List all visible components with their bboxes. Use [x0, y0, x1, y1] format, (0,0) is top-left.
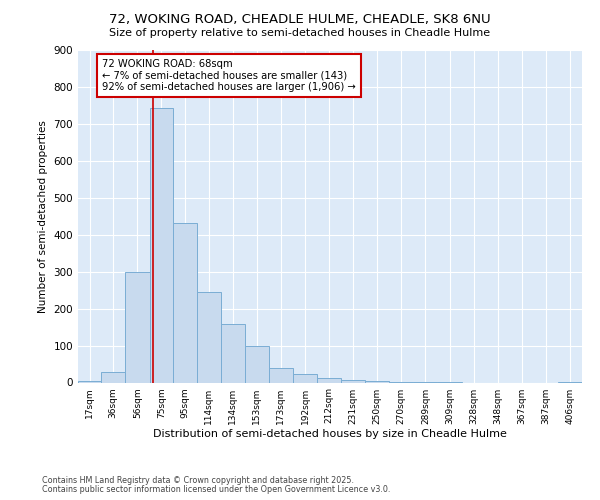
Bar	[173, 222, 197, 382]
Bar	[245, 346, 269, 382]
Bar	[78, 380, 101, 382]
Bar	[101, 372, 125, 382]
Bar	[317, 378, 341, 382]
Text: Contains public sector information licensed under the Open Government Licence v3: Contains public sector information licen…	[42, 485, 391, 494]
Bar	[149, 108, 173, 382]
Text: 72 WOKING ROAD: 68sqm
← 7% of semi-detached houses are smaller (143)
92% of semi: 72 WOKING ROAD: 68sqm ← 7% of semi-detac…	[102, 59, 356, 92]
Bar	[341, 380, 365, 382]
Text: 72, WOKING ROAD, CHEADLE HULME, CHEADLE, SK8 6NU: 72, WOKING ROAD, CHEADLE HULME, CHEADLE,…	[109, 12, 491, 26]
Text: Size of property relative to semi-detached houses in Cheadle Hulme: Size of property relative to semi-detach…	[109, 28, 491, 38]
Bar	[197, 292, 221, 382]
Bar	[221, 324, 245, 382]
Bar	[293, 374, 317, 382]
Bar	[269, 368, 293, 382]
Y-axis label: Number of semi-detached properties: Number of semi-detached properties	[38, 120, 48, 312]
Bar	[125, 272, 149, 382]
Text: Contains HM Land Registry data © Crown copyright and database right 2025.: Contains HM Land Registry data © Crown c…	[42, 476, 354, 485]
X-axis label: Distribution of semi-detached houses by size in Cheadle Hulme: Distribution of semi-detached houses by …	[153, 430, 507, 440]
